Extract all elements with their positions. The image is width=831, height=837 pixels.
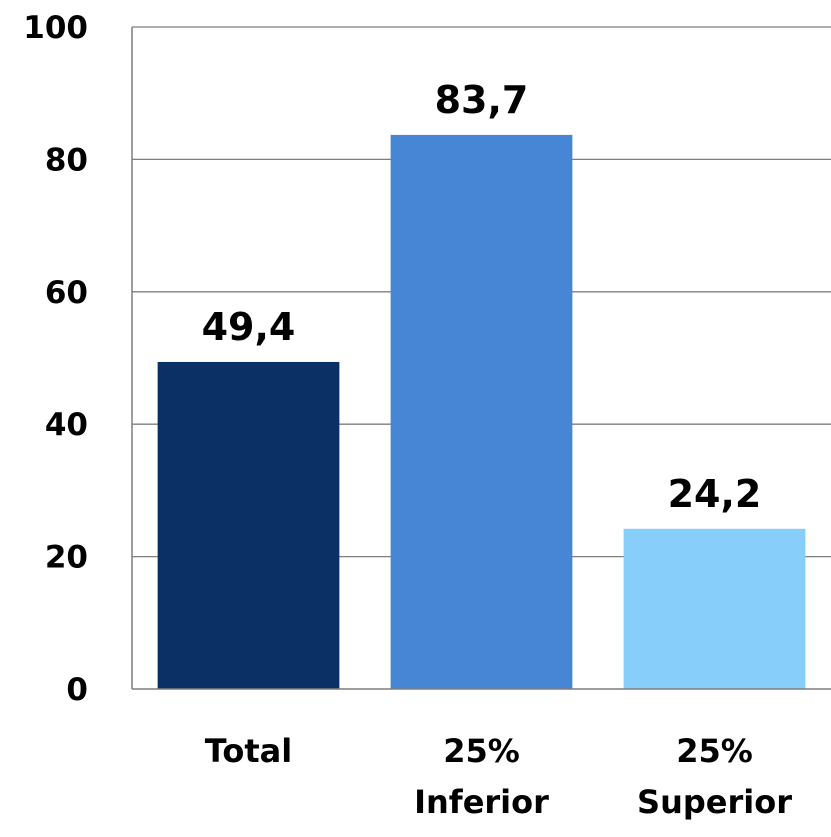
y-tick-label-40: 40: [45, 407, 88, 443]
axes: [131, 27, 831, 690]
category-label-2: 25% Superior: [637, 732, 792, 821]
data-label-1: 83,7: [435, 78, 529, 122]
y-tick-label-20: 20: [45, 540, 88, 576]
bars: [157, 134, 806, 689]
y-tick-labels: 0 20 40 60 80 100: [23, 10, 88, 708]
category-label-1: 25% Inferior: [414, 732, 549, 821]
data-label-2: 24,2: [668, 472, 762, 516]
data-label-0: 49,4: [202, 305, 296, 349]
y-tick-label-100: 100: [23, 10, 88, 46]
y-tick-label-0: 0: [66, 672, 88, 708]
data-labels: 49,4 83,7 24,2: [202, 78, 762, 516]
category-labels: Total 25% Inferior 25% Superior: [205, 732, 792, 821]
y-tick-label-60: 60: [45, 275, 88, 311]
category-label-0: Total: [205, 732, 292, 770]
bar-0: [157, 361, 340, 689]
bar-2: [623, 528, 806, 689]
y-tick-label-80: 80: [45, 142, 88, 178]
bar-1: [390, 134, 573, 689]
